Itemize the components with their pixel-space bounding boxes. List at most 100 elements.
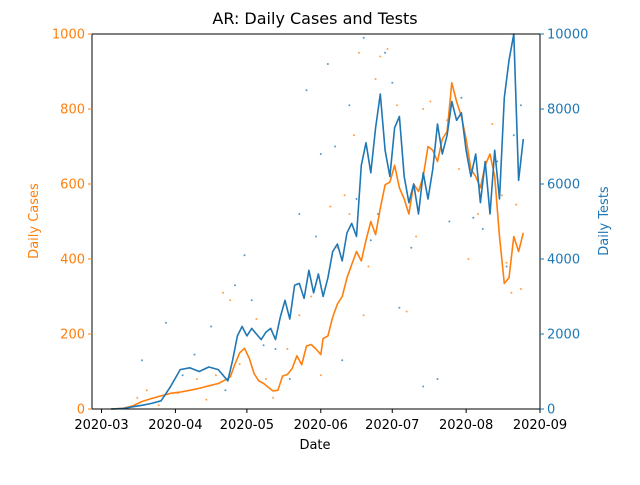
y-axis-left-title: Daily Cases [27,183,42,259]
x-tick-label: 2020-07 [365,418,419,433]
tests-line [111,33,525,410]
y-left-tick-label: 600 [60,178,85,193]
tests-point [362,36,365,39]
tests-point [481,228,484,230]
cases-point [136,396,139,399]
cases-point [396,104,398,107]
cases-point [367,265,370,268]
x-tick-label: 2020-06 [294,418,348,433]
tests-point [262,344,265,347]
cases-point [310,295,313,298]
plot-frame [91,33,541,410]
y-left-tick-label: 400 [60,253,85,268]
cases-point [467,258,470,260]
cases-point [379,55,382,58]
tests-point [460,96,463,99]
y-right-tick-label: 10000 [547,28,588,43]
x-axis-title: Date [299,438,330,453]
cases-line [111,82,525,410]
cases-point [386,48,389,50]
tests-point [288,378,291,380]
y-right-tick-label: 4000 [547,253,580,268]
cases-point [229,299,232,302]
cases-point [319,374,322,377]
y-left-tick-label: 800 [60,103,85,118]
tests-point [472,216,475,219]
cases-point [205,398,208,401]
cases-point [255,318,258,320]
tests-point [243,254,246,257]
tests-point [334,145,337,148]
tests-point [305,89,308,92]
cases-point [405,310,408,313]
axes: 2020-03 2020-04 2020-05 2020-06 2020-07 2020-… [52,28,588,434]
x-tick-label: 2020-09 [513,418,567,433]
cases-point [286,348,289,350]
y-right-tick-label: 6000 [547,178,580,193]
cases-point [222,291,225,294]
tests-point [436,378,439,380]
tests-point [348,104,351,107]
plot-area [111,33,525,410]
cases-point [272,396,275,399]
y-right-tick-label: 0 [547,403,555,418]
tests-point [448,220,451,223]
cases-point [415,235,418,238]
cases-point [238,363,241,365]
cases-point [458,168,460,170]
tests-point [326,63,329,65]
cases-point [422,108,425,110]
y-left-tick-label: 1000 [52,28,85,43]
tests-point [384,51,387,54]
cases-point [357,51,360,54]
cases-point [298,314,301,317]
cases-point [145,389,148,392]
cases-point [195,378,198,380]
y-axis-right-title: Daily Tests [597,186,612,256]
cases-point [491,123,494,125]
y-left-tick-label: 200 [60,328,85,343]
tests-point [369,239,372,242]
cases-point [500,194,503,197]
cases-point [214,374,217,377]
tests-point [355,198,358,200]
tests-point [298,213,301,215]
tests-point [274,348,277,350]
cases-point [519,288,522,290]
x-tick-label: 2020-04 [148,418,202,433]
cases-point [343,194,346,197]
cases-point [362,314,365,317]
tests-point [341,359,344,362]
tests-point [224,389,227,392]
tests-point [422,385,425,388]
tests-point [250,299,253,302]
cases-point [515,203,518,206]
x-tick-label: 2020-03 [74,418,128,433]
tests-point [164,321,167,324]
cases-point [348,213,351,215]
cases-point [429,100,432,103]
cases-point [265,378,267,380]
tests-point [398,306,401,309]
tests-point [234,284,236,287]
tests-point [519,104,522,107]
tests-point [141,359,143,362]
x-tick-label: 2020-05 [220,418,274,433]
cases-point [505,261,508,264]
cases-point [477,213,479,215]
tests-point [315,235,317,238]
tests-point [391,81,394,84]
y-right-tick-label: 2000 [547,328,580,343]
tests-point [410,246,413,249]
chart-title: AR: Daily Cases and Tests [212,9,417,28]
tests-point [319,153,322,155]
tests-point [512,134,515,137]
cases-point [374,78,377,80]
y-right-tick-label: 8000 [547,103,580,118]
y-left-tick-label: 0 [77,403,85,418]
tests-point [505,265,508,268]
cases-point [157,404,160,407]
tests-point [193,353,196,356]
